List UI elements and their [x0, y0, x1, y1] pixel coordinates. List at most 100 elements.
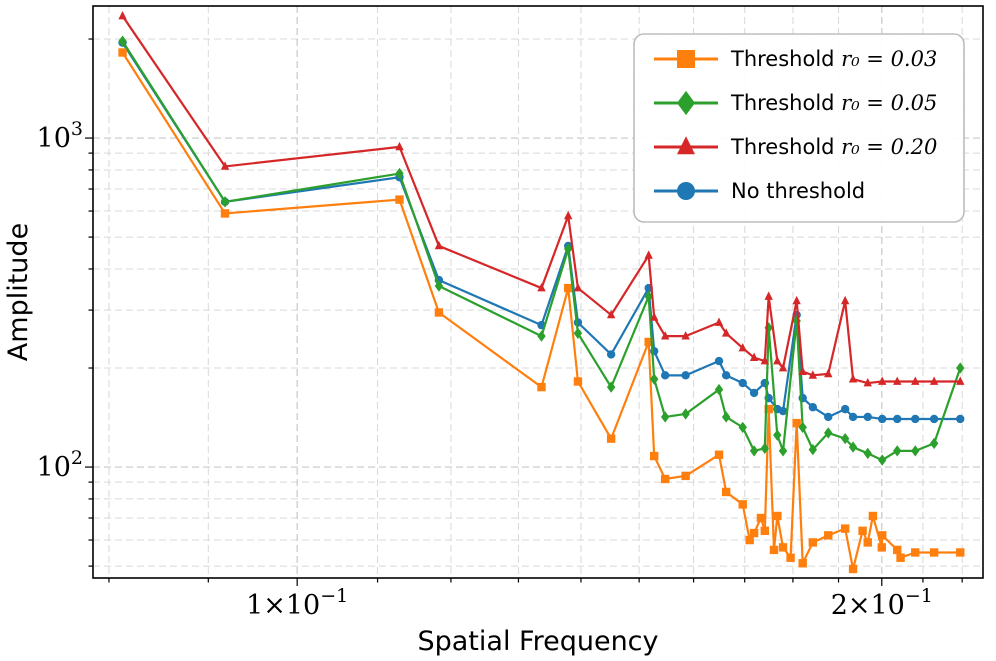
data-point — [848, 412, 858, 422]
data-point — [644, 250, 653, 259]
data-point — [778, 445, 788, 457]
data-point — [840, 524, 850, 533]
data-point — [738, 421, 747, 434]
data-point — [760, 356, 770, 365]
data-point — [681, 471, 690, 481]
legend-marker — [677, 90, 695, 116]
data-point — [956, 548, 965, 557]
legend-label: No threshold — [731, 179, 865, 203]
series-line — [121, 51, 961, 571]
data-point — [808, 538, 818, 547]
data-point — [660, 371, 670, 380]
data-point — [792, 295, 801, 305]
data-point — [863, 447, 872, 460]
legend-entry: Threshold r₀ = 0.20 — [654, 135, 937, 159]
data-point — [778, 362, 788, 372]
data-point — [778, 406, 788, 416]
data-point — [840, 295, 850, 305]
data-point — [863, 412, 872, 422]
data-point — [564, 283, 573, 293]
data-point — [911, 376, 920, 385]
data-point — [721, 371, 731, 380]
data-point — [714, 383, 724, 396]
data-point — [756, 513, 766, 523]
data-point — [681, 371, 690, 380]
data-point — [660, 474, 670, 484]
data-point — [644, 337, 653, 347]
data-point — [649, 373, 659, 385]
data-point — [681, 408, 690, 420]
data-point — [721, 411, 731, 423]
data-point — [606, 381, 616, 393]
data-point — [434, 240, 444, 250]
data-point — [220, 161, 230, 170]
data-point — [118, 35, 127, 47]
y-tick-label: 103 — [37, 118, 83, 154]
legend: Threshold r₀ = 0.03 Threshold r₀ = 0.05 Th… — [633, 33, 965, 223]
legend-label: Threshold r₀ = 0.20 — [730, 135, 937, 159]
data-point — [714, 317, 724, 326]
legend-entry: Threshold r₀ = 0.05 — [654, 90, 937, 116]
data-point — [721, 328, 731, 337]
data-point — [929, 548, 939, 557]
data-point — [749, 388, 759, 398]
y-tick-label: 102 — [37, 447, 83, 483]
data-point — [681, 331, 690, 340]
data-point — [786, 553, 795, 562]
legend-marker — [677, 136, 695, 155]
data-point — [863, 538, 872, 547]
data-point — [893, 414, 902, 424]
data-point — [808, 403, 818, 412]
x-tick-label: 2×10−1 — [831, 585, 933, 621]
data-point — [749, 352, 759, 362]
data-point — [798, 393, 807, 403]
data-point — [773, 356, 782, 365]
plot-frame — [92, 5, 984, 579]
data-point — [792, 418, 801, 428]
data-point — [798, 366, 807, 375]
y-axis-label: Amplitude — [3, 223, 34, 361]
data-point — [434, 308, 444, 317]
data-point — [745, 535, 754, 545]
data-point — [220, 209, 230, 218]
data-point — [863, 378, 872, 387]
legend-marker — [677, 182, 695, 200]
data-point — [893, 545, 902, 555]
data-point — [824, 412, 833, 422]
data-point — [773, 511, 782, 521]
legend-entry: No threshold — [654, 179, 865, 203]
data-point — [858, 526, 867, 536]
data-point — [606, 309, 616, 319]
legend-label: Threshold r₀ = 0.03 — [730, 47, 937, 71]
data-point — [840, 432, 850, 445]
data-point — [896, 553, 905, 562]
data-point — [764, 404, 773, 414]
data-point — [773, 429, 782, 441]
data-point — [749, 445, 759, 457]
data-point — [893, 376, 902, 385]
data-point — [721, 487, 731, 497]
series-3 — [118, 10, 965, 387]
data-point — [738, 343, 747, 352]
data-point — [537, 283, 546, 292]
series-1 — [118, 48, 965, 574]
data-point — [649, 451, 659, 461]
data-point — [649, 312, 659, 321]
data-point — [764, 322, 773, 334]
legend-frame — [633, 33, 965, 223]
data-point — [798, 421, 807, 434]
legend-label: Threshold r₀ = 0.05 — [730, 91, 937, 115]
data-point — [764, 291, 773, 300]
data-point — [956, 376, 965, 385]
x-tick-label: 1×10−1 — [246, 585, 348, 621]
data-point — [660, 411, 670, 423]
data-point — [220, 196, 230, 208]
x-axis-label: Spatial Frequency — [417, 626, 658, 657]
data-point — [929, 414, 939, 424]
data-point — [878, 376, 887, 385]
data-point — [395, 167, 404, 180]
data-point — [769, 545, 779, 555]
data-point — [956, 414, 965, 424]
data-point — [893, 445, 902, 457]
